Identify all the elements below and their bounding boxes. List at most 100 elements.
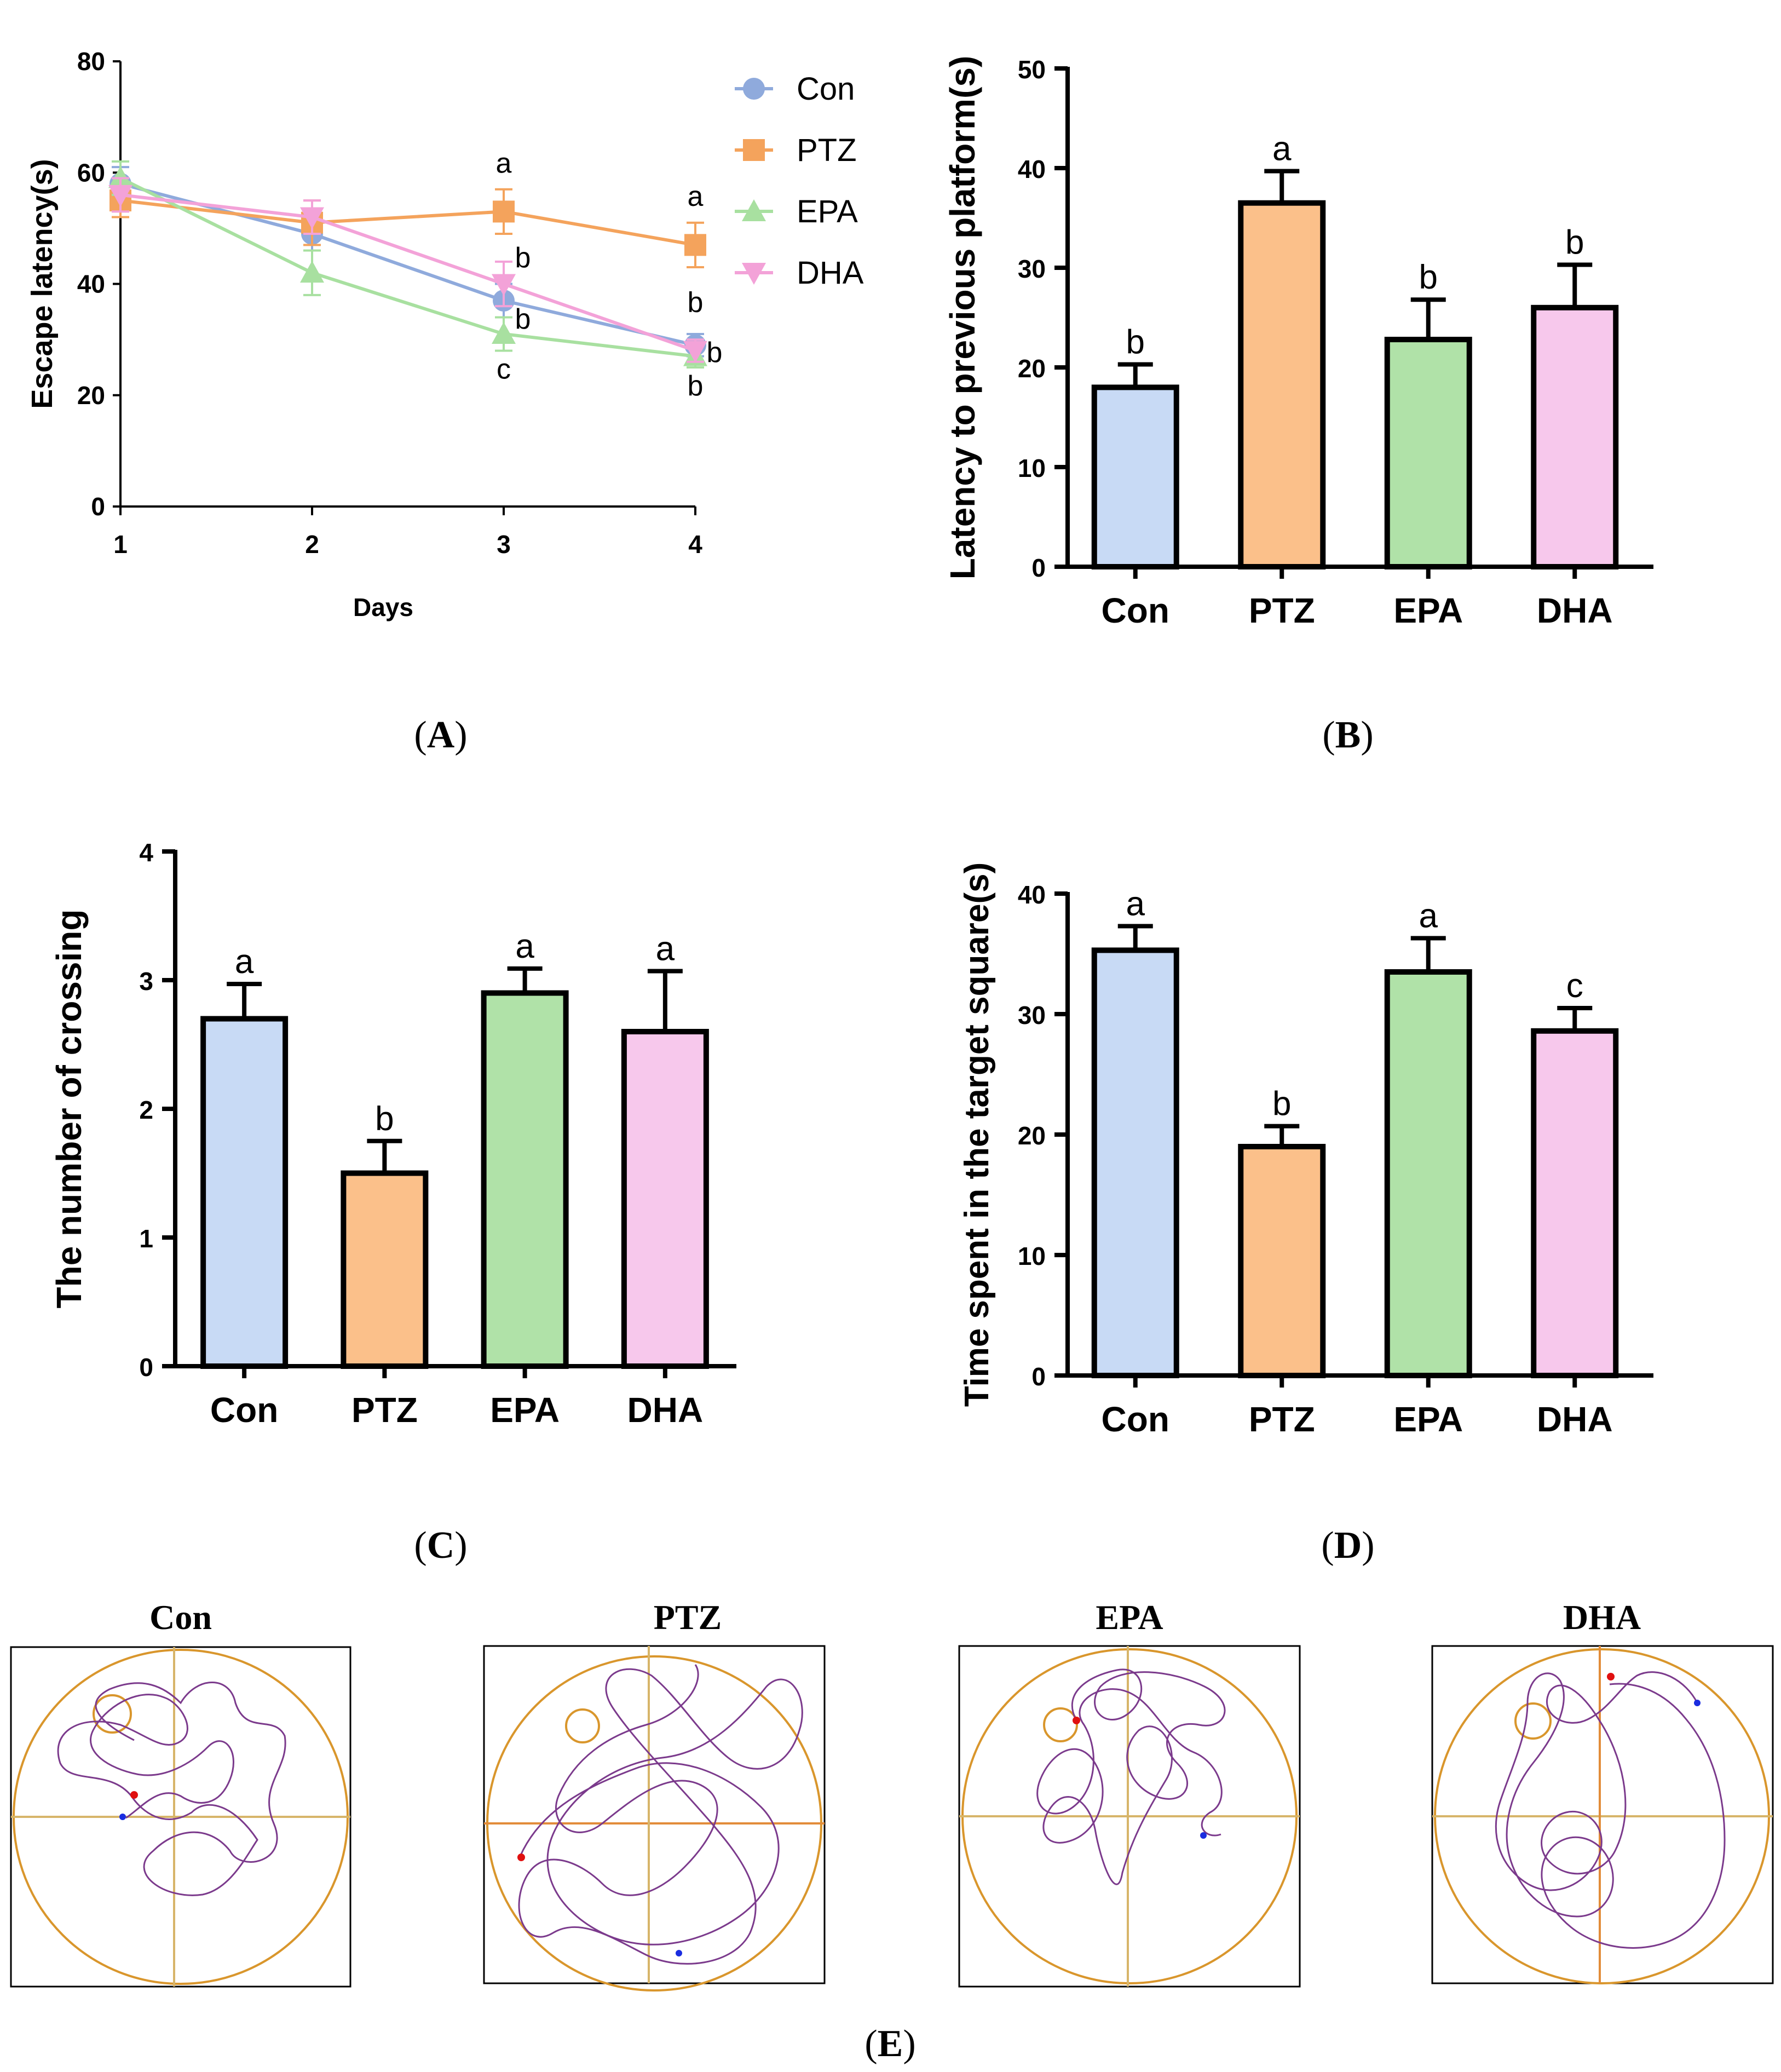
panel-c-bar-chart: 0 1 2 3 4 The number of crossing Con a PTZ b EPA a D…	[49, 838, 736, 1430]
track-title-con: Con	[149, 1598, 212, 1637]
x-tick-label: EPA	[1393, 1400, 1463, 1439]
significance-letter: a	[496, 147, 512, 179]
y-tick-label: 30	[1018, 1001, 1046, 1029]
y-tick-label: 20	[1018, 354, 1046, 383]
track-dha	[1431, 1645, 1774, 1984]
y-tick-label: 3	[139, 967, 153, 995]
y-tick-label: 10	[1018, 454, 1046, 482]
significance-letter: b	[1126, 324, 1145, 361]
track-frame	[483, 1645, 826, 1984]
legend-marker	[743, 78, 765, 100]
target-platform	[1043, 1707, 1078, 1742]
y-tick-label: 1	[139, 1224, 153, 1253]
bar-epa	[481, 990, 569, 1369]
end-dot	[1694, 1700, 1701, 1706]
x-tick-label: 1	[113, 530, 128, 559]
x-axis-label: Days	[353, 593, 413, 621]
panel-e-swim-tracks: Con PTZ EPA DHA	[10, 1598, 1774, 1992]
y-tick-label: 40	[1018, 880, 1046, 909]
y-tick-label: 2	[139, 1096, 153, 1124]
x-tick-label: Con	[1102, 591, 1169, 630]
legend-label: Con	[797, 71, 855, 107]
y-tick-label: 0	[91, 492, 105, 521]
significance-letter: b	[515, 242, 531, 274]
x-tick-label: DHA	[627, 1390, 704, 1430]
significance-letter: b	[688, 286, 704, 318]
legend: Con PTZ EPA DHA	[735, 71, 864, 291]
bar-con	[1091, 384, 1179, 570]
significance-letter: b	[1272, 1085, 1291, 1123]
data-point	[108, 185, 132, 207]
significance-letter: a	[515, 928, 534, 965]
end-dot	[119, 1814, 126, 1820]
series-line	[120, 193, 696, 353]
y-tick-label: 50	[1018, 55, 1046, 84]
x-tick-label: Con	[1102, 1400, 1169, 1439]
x-tick-label: PTZ	[351, 1390, 418, 1430]
swim-path	[1495, 1671, 1726, 1949]
x-tick-label: EPA	[490, 1390, 560, 1430]
data-point	[300, 261, 324, 283]
panel-label-e: (E)	[864, 2023, 915, 2065]
data-point	[492, 321, 516, 344]
bar-dha	[1531, 304, 1619, 569]
series-line	[120, 199, 696, 247]
start-dot	[130, 1791, 138, 1799]
bar-ptz	[1238, 200, 1326, 569]
significance-letter: b	[1419, 258, 1438, 296]
significance-letter: b	[515, 303, 531, 335]
bar-con	[1091, 947, 1179, 1378]
y-tick-label: 40	[77, 270, 105, 298]
y-tick-label: 0	[1031, 554, 1046, 582]
panel-label-a: (A)	[414, 714, 467, 756]
series-epa	[108, 160, 707, 369]
bar-ptz	[341, 1170, 429, 1369]
track-con	[10, 1646, 351, 1988]
series-line	[119, 176, 696, 358]
panel-label-c: (C)	[414, 1524, 467, 1567]
swim-path	[518, 1664, 803, 1965]
significance-letter: a	[1126, 885, 1145, 923]
x-tick-label: DHA	[1537, 591, 1613, 630]
start-dot	[517, 1854, 525, 1861]
significance-letter: a	[688, 181, 704, 212]
y-axis-label: Latency to previous platform(s)	[943, 56, 982, 580]
panel-label-d: (D)	[1321, 1524, 1374, 1567]
track-epa	[958, 1645, 1301, 1988]
significance-letter: b	[707, 337, 723, 369]
bar-epa	[1384, 337, 1472, 569]
track-title-ptz: PTZ	[654, 1598, 722, 1637]
legend-label: PTZ	[797, 133, 857, 168]
panel-b-bar-chart: 0 10 20 30 40 50 Latency to previous platform(…	[943, 55, 1653, 630]
target-platform	[1514, 1702, 1552, 1740]
significance-letter: c	[1566, 967, 1583, 1005]
x-tick-label: 3	[497, 530, 511, 559]
significance-letter: a	[1272, 130, 1292, 168]
x-tick-label: PTZ	[1249, 591, 1315, 630]
y-tick-label: 60	[77, 158, 105, 187]
panel-d-bar-chart: 0 10 20 30 40 Time spent in the target square…	[958, 862, 1653, 1439]
legend-label: EPA	[797, 194, 858, 229]
legend-label: DHA	[797, 255, 864, 291]
series-dha	[108, 177, 707, 363]
significance-letter: a	[1419, 897, 1438, 935]
y-axis-label: Time spent in the target square(s)	[958, 862, 996, 1407]
significance-letter: a	[656, 930, 675, 968]
significance-letter: a	[235, 943, 254, 981]
significance-letter: b	[1565, 224, 1584, 262]
bar-dha	[1531, 1028, 1619, 1379]
y-tick-label: 0	[139, 1353, 153, 1382]
panel-label-b: (B)	[1322, 714, 1373, 756]
x-tick-label: EPA	[1393, 591, 1463, 630]
start-dot	[1607, 1673, 1615, 1680]
y-tick-label: 10	[1018, 1242, 1046, 1270]
y-tick-label: 4	[139, 838, 153, 867]
legend-marker	[742, 199, 766, 221]
bar-ptz	[1238, 1144, 1326, 1378]
target-platform	[93, 1694, 132, 1734]
data-point	[683, 341, 707, 363]
swim-path	[57, 1682, 286, 1896]
data-point	[684, 234, 706, 256]
